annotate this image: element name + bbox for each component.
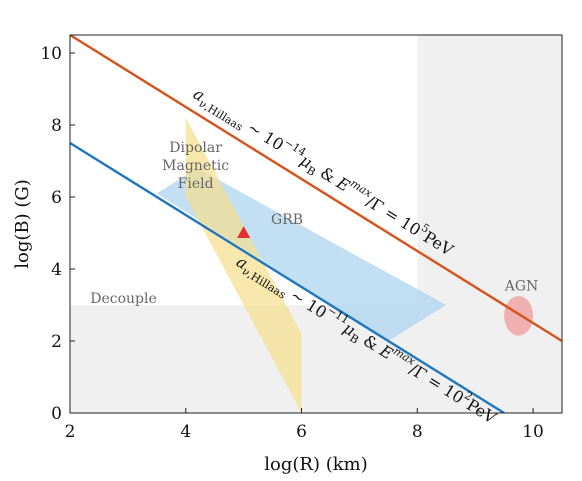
x-tick-label: 2	[65, 422, 76, 442]
y-tick-label: 2	[51, 332, 62, 352]
x-tick-label: 10	[522, 422, 544, 442]
dipolar-magnetic-field-region	[185, 117, 302, 413]
regions-layer	[70, 35, 562, 413]
plot-frame	[69, 34, 563, 414]
grb-label: GRB	[271, 212, 303, 228]
dipolar-label-line: Field	[178, 176, 214, 192]
dipolar-label-line: Dipolar	[169, 140, 222, 156]
y-axis-title: log(B) (G)	[12, 179, 33, 269]
decouple-region	[70, 35, 562, 413]
y-tick-label: 8	[51, 116, 62, 136]
agn-label: AGN	[504, 279, 539, 295]
y-tick-label: 10	[40, 44, 62, 64]
lower-constraint-line	[70, 141, 505, 413]
x-tick-label: 6	[296, 422, 307, 442]
y-tick-label: 0	[51, 404, 62, 424]
markers-layer	[237, 226, 251, 238]
upper-constraint-line	[70, 35, 562, 343]
dipolar-label-line: Magnetic	[162, 158, 229, 174]
decouple-label: Decouple	[90, 291, 157, 307]
y-tick-label: 6	[51, 188, 62, 208]
triangle-marker	[237, 226, 251, 238]
y-tick-label: 4	[51, 260, 62, 280]
x-tick-label: 8	[412, 422, 423, 442]
agn-region	[504, 296, 534, 336]
x-tick-label: 4	[180, 422, 191, 442]
lines-layer	[70, 35, 562, 413]
x-axis-title: log(R) (km)	[264, 454, 367, 475]
